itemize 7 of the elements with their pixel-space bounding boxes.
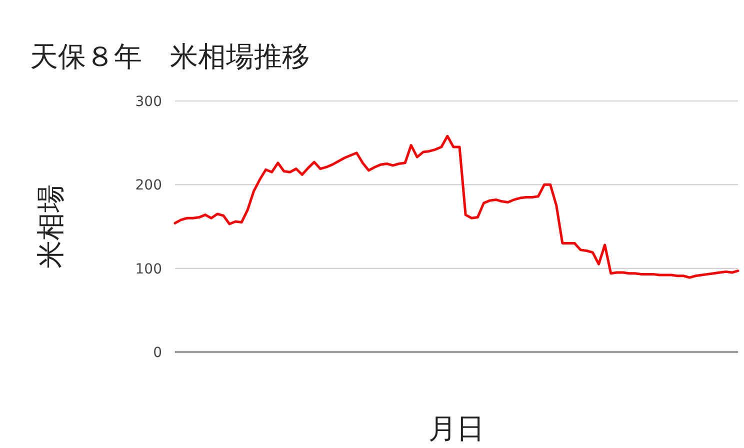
y-tick-label: 100 — [135, 261, 162, 278]
y-tick-label: 200 — [135, 178, 162, 194]
y-tick-label: 0 — [153, 345, 162, 361]
x-axis-title: 月日 — [428, 412, 484, 445]
y-tick-label: 300 — [135, 94, 162, 110]
y-axis-title: 米相場 — [34, 184, 67, 268]
chart-title: 天保８年 米相場推移 — [30, 40, 310, 73]
